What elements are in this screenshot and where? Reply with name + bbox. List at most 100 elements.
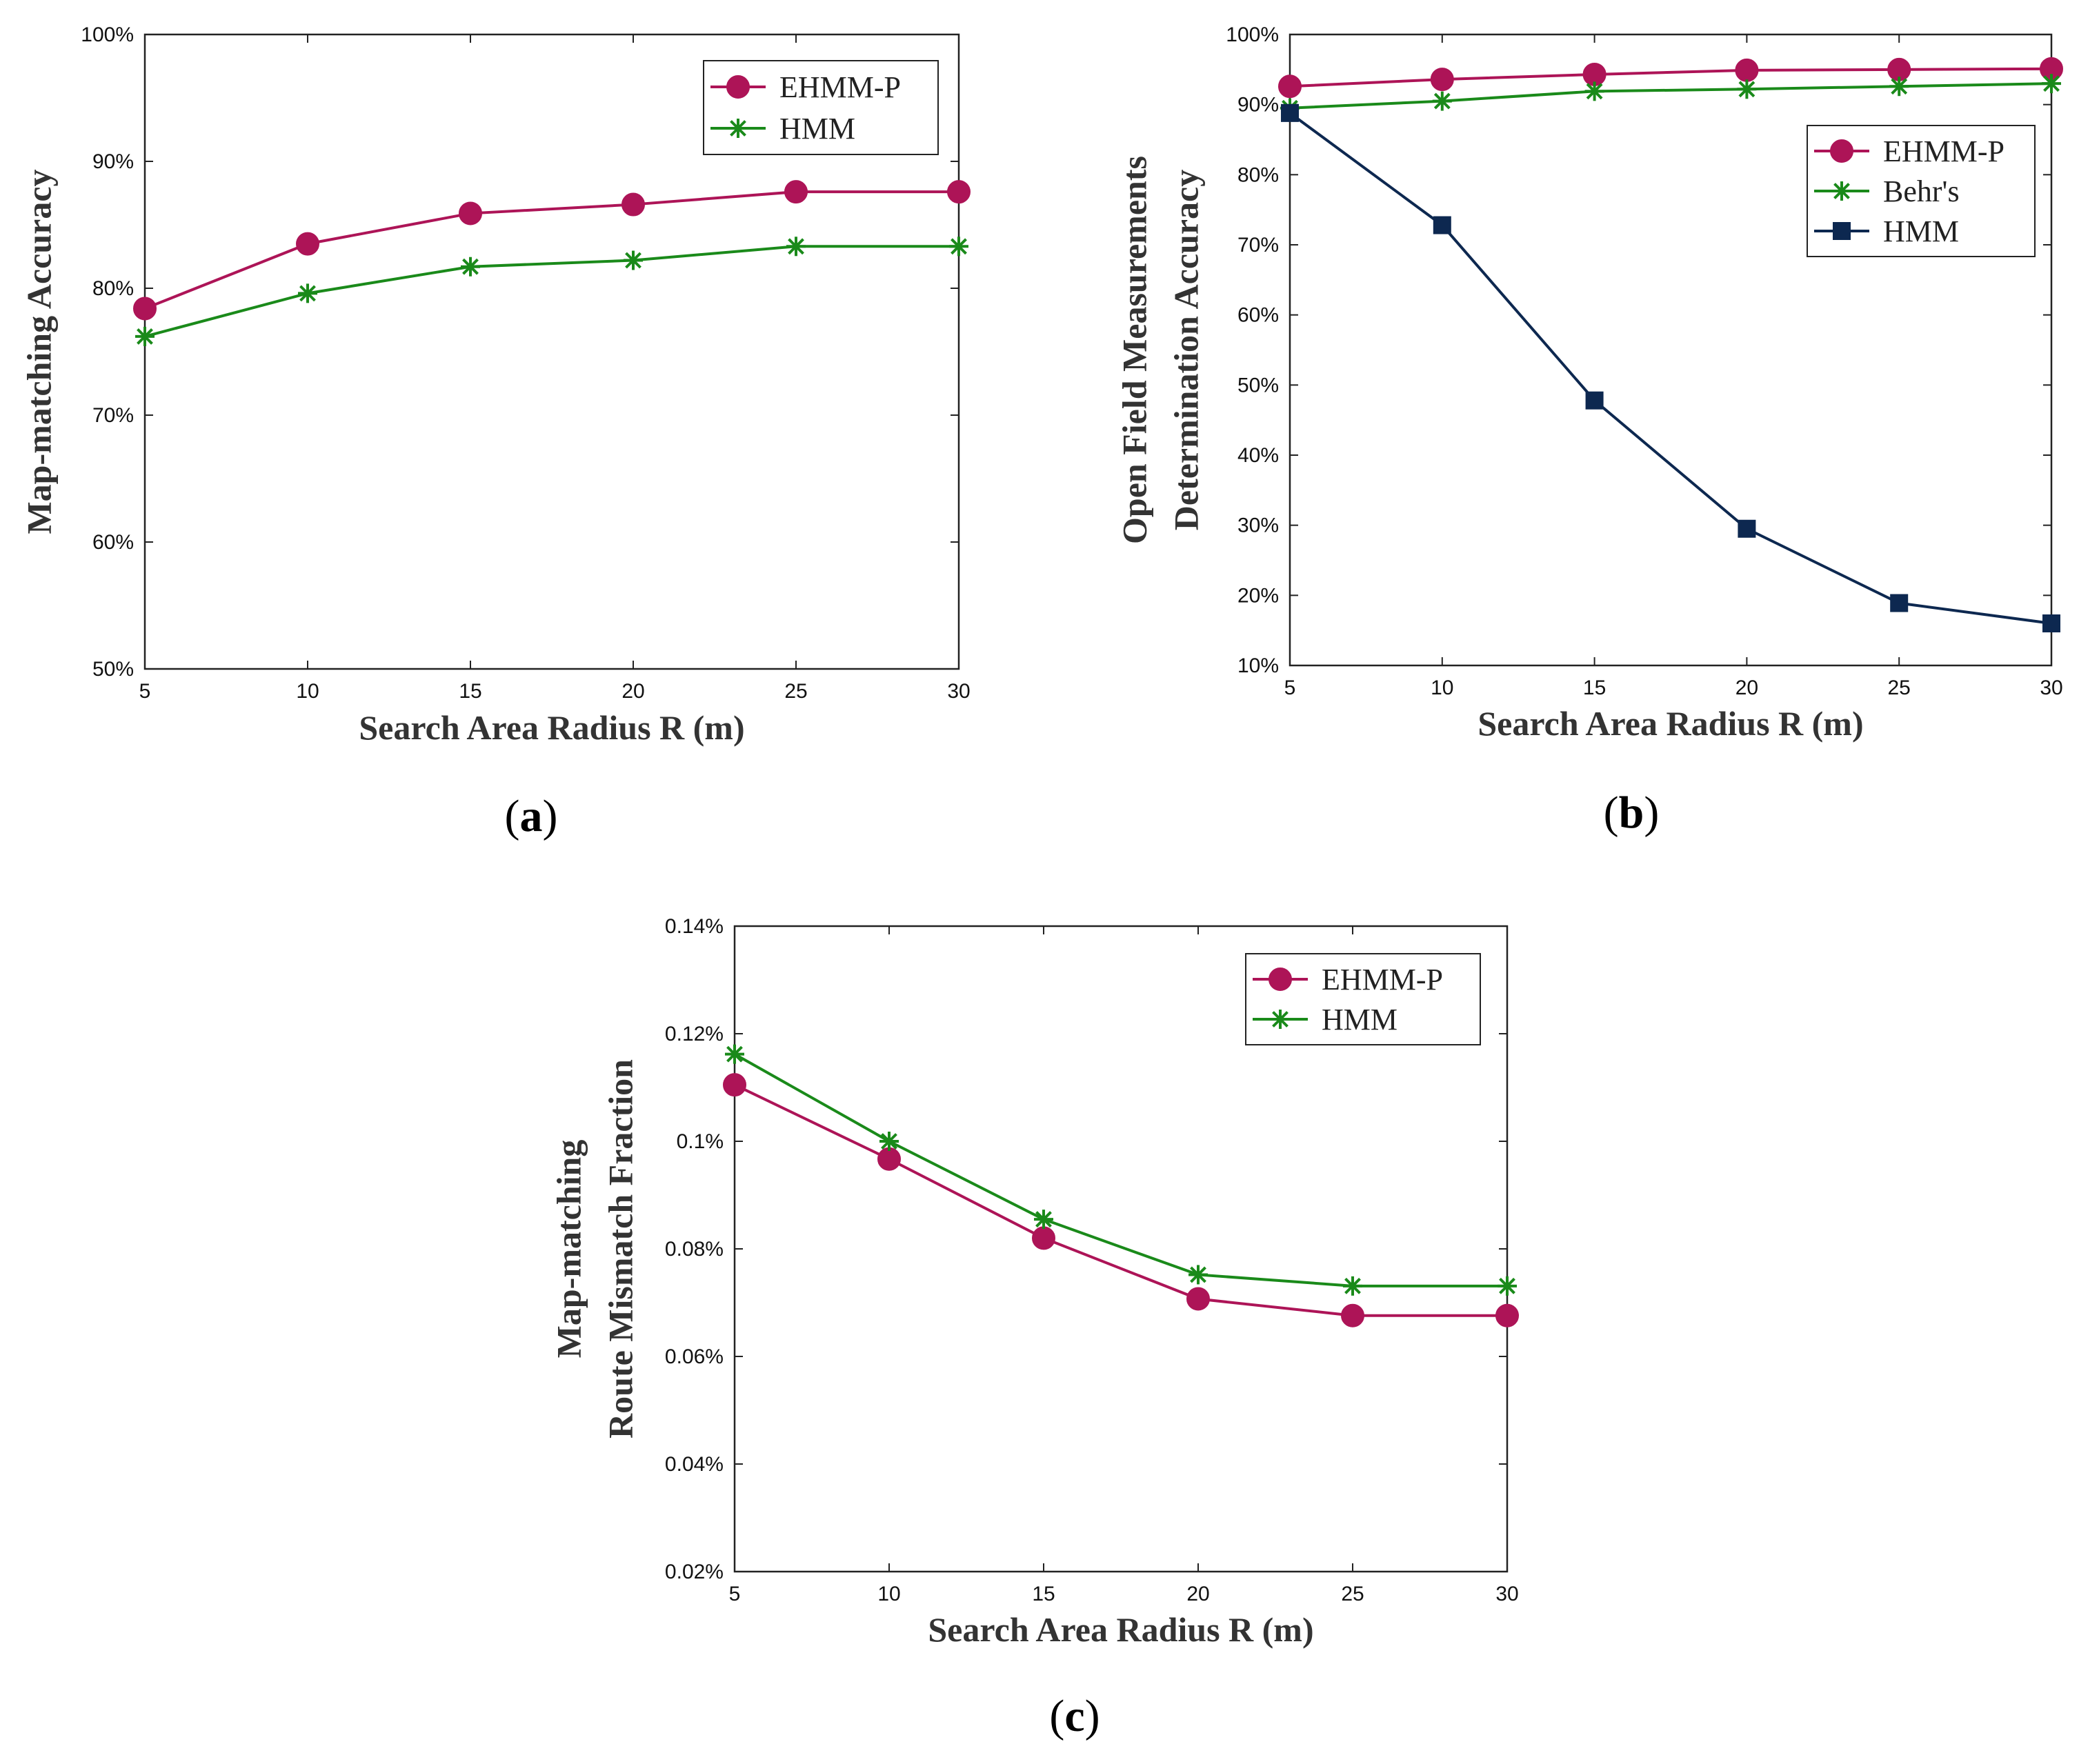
- y-tick-label: 80%: [92, 277, 134, 300]
- data-point: [1585, 391, 1604, 410]
- series-line: [1289, 67, 2052, 88]
- x-tick-label: 15: [1032, 1583, 1055, 1605]
- series-ehmm-p: [1278, 57, 2063, 99]
- panel-label: (a): [505, 791, 558, 841]
- legend-entry: Behr's: [1814, 174, 1960, 208]
- x-tick-label: 10: [877, 1583, 900, 1605]
- x-axis-label: Search Area Radius R (m): [928, 1610, 1313, 1649]
- data-point: [877, 1147, 901, 1171]
- panel-label-letter: b: [1619, 788, 1644, 838]
- data-point: [879, 1132, 899, 1151]
- x-tick-label: 5: [729, 1583, 741, 1605]
- legend-label: Behr's: [1883, 174, 1960, 208]
- series-line: [734, 1052, 1507, 1287]
- data-point: [1278, 74, 1302, 99]
- y-axis-label: Map-matching Accuracy: [19, 169, 58, 534]
- x-tick-label: 20: [1735, 676, 1758, 699]
- panel-label-open: (: [1049, 1691, 1064, 1741]
- plot-area-frame: [143, 33, 960, 670]
- data-point: [296, 232, 319, 256]
- panel-label-close: ): [543, 791, 558, 841]
- legend-marker: [726, 75, 750, 99]
- y-tick-label: 10%: [1237, 654, 1279, 677]
- x-tick-label: 5: [1284, 676, 1296, 699]
- legend-entry: HMM: [1253, 1003, 1397, 1036]
- series-line: [1289, 82, 2052, 110]
- y-tick-label: 0.12%: [665, 1023, 724, 1045]
- y-axis-label: Map-matching: [549, 1140, 588, 1359]
- y-tick-label: 0.04%: [665, 1453, 724, 1476]
- x-tick-label: 20: [621, 680, 644, 703]
- data-point: [1737, 79, 1757, 99]
- chart-a: 5 10 15 20 25 30 50% 60% 70% 80% 90% 100% Search Are…: [19, 23, 971, 841]
- legend-label: HMM: [779, 112, 855, 146]
- plot-area-frame: [1289, 33, 2053, 667]
- legend-marker: [1269, 968, 1292, 991]
- legend-entry: EHMM-P: [710, 70, 901, 104]
- legend-entry: EHMM-P: [1253, 963, 1443, 996]
- data-point: [1186, 1287, 1210, 1311]
- panel-label-close: ): [1085, 1691, 1100, 1741]
- panel-label-open: (: [505, 791, 520, 841]
- x-tick-label: 25: [1341, 1583, 1364, 1605]
- data-point: [786, 237, 806, 257]
- data-point: [621, 192, 645, 217]
- y-tick-label: 0.14%: [665, 915, 724, 938]
- x-tick-label: 30: [947, 680, 970, 703]
- data-point: [135, 326, 155, 346]
- series-hmm: [1281, 103, 2060, 632]
- y-tick-label: 90%: [92, 150, 134, 173]
- legend-entry: HMM: [710, 112, 855, 146]
- y-axis-label: Route Mismatch Fraction: [601, 1059, 639, 1439]
- data-point: [1738, 519, 1756, 538]
- panel-label-open: (: [1604, 788, 1619, 838]
- y-tick-label: 70%: [1237, 234, 1279, 257]
- y-tick-label: 50%: [1237, 374, 1279, 397]
- data-point: [1735, 58, 1759, 82]
- x-tick-label: 15: [1583, 676, 1606, 699]
- x-tick-label: 30: [2040, 676, 2062, 699]
- legend-marker: [1271, 1010, 1290, 1029]
- x-axis-label: Search Area Radius R (m): [1478, 704, 1863, 743]
- y-axis-label: Determination Accuracy: [1166, 170, 1205, 530]
- y-tick-label: 70%: [92, 404, 134, 427]
- data-point: [1281, 103, 1299, 122]
- legend-marker: [1833, 222, 1851, 240]
- data-point: [2042, 74, 2061, 94]
- x-tick-label: 25: [784, 680, 807, 703]
- data-point: [1495, 1303, 1519, 1327]
- y-tick-label: 80%: [1237, 163, 1279, 186]
- data-point: [1341, 1303, 1364, 1327]
- y-tick-label: 0.02%: [665, 1561, 724, 1583]
- series-line: [144, 190, 959, 310]
- data-point: [947, 180, 971, 204]
- data-point: [725, 1044, 744, 1064]
- y-tick-label: 90%: [1237, 94, 1279, 117]
- legend-marker: [728, 119, 748, 138]
- x-tick-label: 5: [139, 680, 151, 703]
- series-hmm: [725, 1044, 1517, 1296]
- data-point: [1584, 81, 1604, 101]
- legend: EHMM-P Behr's HMM: [1807, 125, 2036, 257]
- y-tick-label: 50%: [92, 658, 134, 681]
- data-point: [1890, 594, 1909, 612]
- y-tick-label: 60%: [92, 531, 134, 554]
- series-hmm: [135, 237, 968, 346]
- data-point: [133, 297, 157, 321]
- data-point: [1889, 77, 1909, 97]
- data-point: [1498, 1276, 1517, 1296]
- y-tick-label: 100%: [81, 23, 134, 46]
- series-ehmm-p: [133, 180, 971, 321]
- legend-marker: [1832, 181, 1851, 201]
- data-point: [624, 250, 643, 270]
- data-point: [298, 283, 317, 303]
- data-point: [2042, 614, 2060, 632]
- series-ehmm-p: [723, 1073, 1519, 1327]
- y-tick-label: 30%: [1237, 514, 1279, 537]
- x-tick-label: 30: [1495, 1583, 1518, 1605]
- data-point: [461, 257, 480, 277]
- series-line: [144, 245, 959, 338]
- panel-label-close: ): [1644, 788, 1659, 838]
- y-tick-label: 60%: [1237, 304, 1279, 327]
